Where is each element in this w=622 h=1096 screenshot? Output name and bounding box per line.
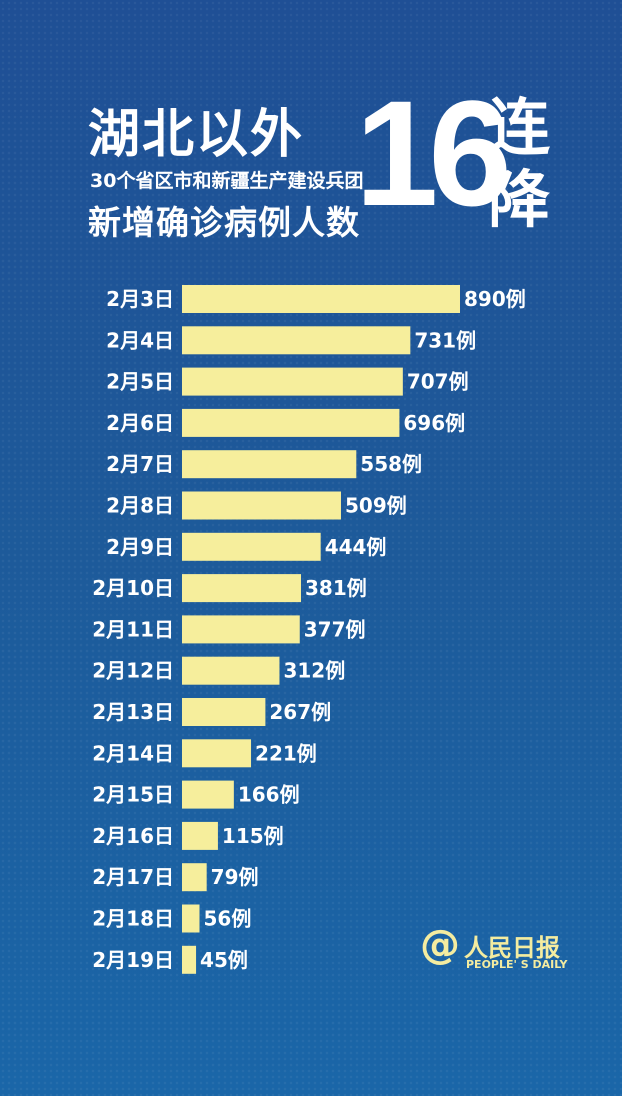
category-label: 2月5日 xyxy=(106,370,174,394)
bar xyxy=(182,945,197,974)
at-icon: @ xyxy=(420,922,460,968)
data-label: 558例 xyxy=(360,452,422,476)
bar xyxy=(182,739,252,768)
data-label: 166例 xyxy=(238,783,300,807)
category-label: 2月15日 xyxy=(92,783,174,807)
title-suffix: 连降 xyxy=(488,91,551,236)
data-label: 312例 xyxy=(283,659,345,683)
category-label: 2月9日 xyxy=(106,535,174,559)
category-label: 2月12日 xyxy=(92,659,174,683)
category-label: 2月10日 xyxy=(92,576,174,600)
title-subtitle2: 新增确诊病例人数 xyxy=(88,203,360,242)
category-label: 2月14日 xyxy=(92,741,174,765)
data-label: 509例 xyxy=(345,494,407,518)
category-label: 2月4日 xyxy=(106,328,174,352)
logo-name: 人民日报 xyxy=(464,934,560,962)
category-label: 2月18日 xyxy=(92,907,174,931)
bar xyxy=(182,285,460,313)
category-label: 2月3日 xyxy=(106,287,174,311)
title-count: 16 xyxy=(355,69,512,237)
data-label: 377例 xyxy=(304,617,366,641)
data-label: 79例 xyxy=(211,865,259,889)
category-label: 2月19日 xyxy=(92,948,174,972)
category-label: 2月16日 xyxy=(92,824,174,848)
title-main: 湖北以外 xyxy=(88,105,305,165)
bar xyxy=(182,615,300,644)
bar xyxy=(182,326,411,355)
bar xyxy=(182,367,403,396)
category-label: 2月8日 xyxy=(106,494,174,518)
data-label: 890例 xyxy=(464,287,526,311)
category-label: 2月7日 xyxy=(106,452,174,476)
data-label: 731例 xyxy=(414,328,476,352)
bar xyxy=(182,408,400,437)
data-label: 221例 xyxy=(255,741,317,765)
bar xyxy=(182,698,266,726)
category-label: 2月11日 xyxy=(92,617,174,641)
category-label: 2月13日 xyxy=(92,700,174,724)
category-label: 2月6日 xyxy=(106,411,174,435)
bar xyxy=(182,450,357,479)
data-label: 56例 xyxy=(203,907,251,931)
data-label: 444例 xyxy=(325,535,387,559)
bar xyxy=(182,821,218,850)
data-label: 115例 xyxy=(222,824,284,848)
bar xyxy=(182,532,321,561)
bar xyxy=(182,863,207,892)
title-subtitle: 30个省区市和新疆生产建设兵团 xyxy=(90,170,364,192)
bar xyxy=(182,780,234,809)
logo-english: PEOPLE' S DAILY xyxy=(466,958,568,971)
data-label: 696例 xyxy=(403,411,465,435)
bar xyxy=(182,574,302,603)
bar xyxy=(182,656,280,685)
bar xyxy=(182,491,341,520)
data-label: 707例 xyxy=(407,370,469,394)
bar xyxy=(182,904,200,933)
data-label: 381例 xyxy=(305,576,367,600)
category-label: 2月17日 xyxy=(92,865,174,889)
data-label: 45例 xyxy=(200,948,248,972)
data-label: 267例 xyxy=(269,700,331,724)
